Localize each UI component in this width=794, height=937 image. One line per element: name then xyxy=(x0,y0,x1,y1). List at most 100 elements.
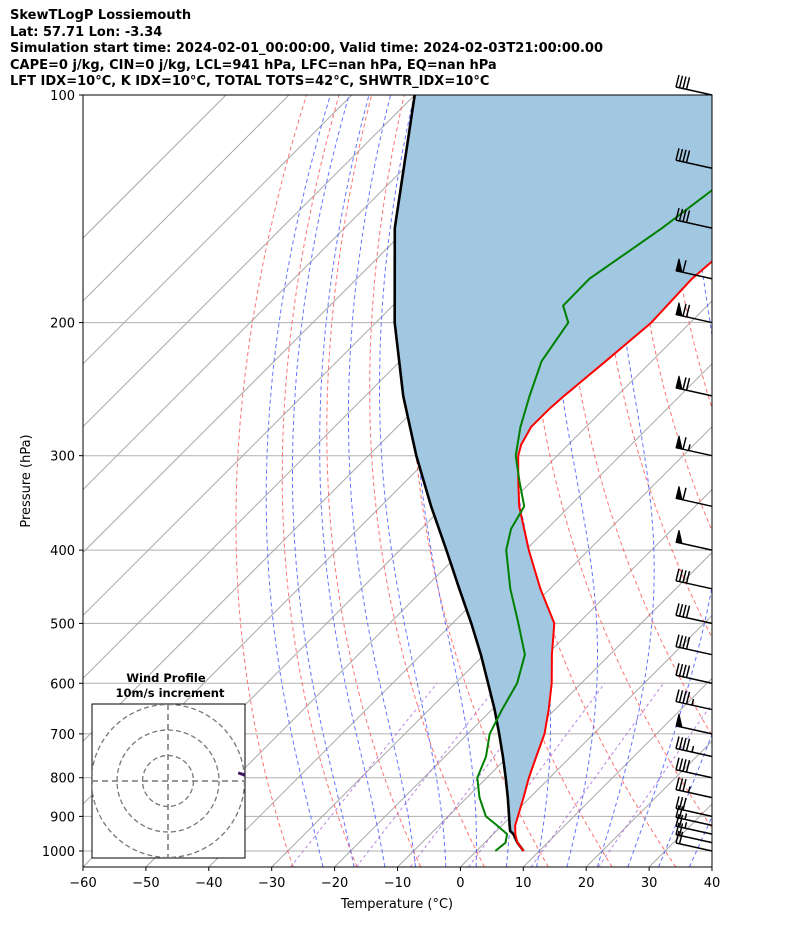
temperature-line xyxy=(514,260,712,852)
wind-barb xyxy=(675,530,713,551)
wind-barb xyxy=(675,486,713,508)
x-tick-label: −20 xyxy=(321,876,348,891)
wind-barb xyxy=(675,796,713,818)
wind-barb xyxy=(675,74,713,96)
x-tick-label: 40 xyxy=(704,876,721,891)
mixing-ratio-line xyxy=(597,702,712,867)
x-tick-label: −10 xyxy=(384,876,411,891)
x-axis-label: Temperature (°C) xyxy=(340,897,453,912)
dry-adiabat xyxy=(730,95,794,867)
hodograph-segment xyxy=(254,778,258,780)
wind-barb xyxy=(675,634,713,656)
hodograph-segment xyxy=(254,781,258,782)
isotherm-line xyxy=(83,95,290,302)
cape-cin-shading xyxy=(394,95,712,851)
hodograph-segment xyxy=(254,781,262,783)
hodograph-segment xyxy=(247,776,251,777)
wind-barb xyxy=(675,603,713,625)
wind-barb xyxy=(675,663,713,684)
moist-adiabat xyxy=(548,95,598,867)
dry-adiabat xyxy=(326,95,422,867)
isotherm-line xyxy=(711,866,712,867)
isotherm-line xyxy=(145,300,712,867)
wind-barb xyxy=(675,822,713,844)
x-tick-label: −50 xyxy=(132,876,159,891)
wind-barb xyxy=(675,830,713,852)
hodograph-segment xyxy=(254,782,269,785)
wind-barb xyxy=(675,757,713,779)
wind-barb xyxy=(675,435,713,457)
x-tick-label: −60 xyxy=(69,876,96,891)
isotherm-line xyxy=(208,363,712,867)
x-tick-label: 0 xyxy=(456,876,464,891)
wind-barb xyxy=(675,207,713,229)
mixing-ratio-line xyxy=(530,683,664,867)
dewpoint-line xyxy=(476,188,712,852)
moist-adiabat xyxy=(292,95,355,867)
y-tick-label: 900 xyxy=(50,810,75,825)
mixing-ratio-line xyxy=(355,682,500,867)
x-tick-label: −40 xyxy=(195,876,222,891)
mixing-ratio-line xyxy=(468,682,606,867)
y-axis: 1000 900 800 700 600 500 400 300 200 100 xyxy=(42,89,83,860)
wind-barb xyxy=(675,736,713,758)
x-tick-label: 20 xyxy=(578,876,595,891)
isotherm-line xyxy=(83,95,416,428)
hodograph-segment xyxy=(239,771,243,776)
inset-title: Wind Profile xyxy=(126,671,206,685)
hodograph-segment xyxy=(258,780,262,782)
isotherm-line xyxy=(522,677,712,867)
hodograph-segment xyxy=(258,782,262,783)
wind-barb xyxy=(675,805,713,827)
wind-barb xyxy=(675,302,713,324)
isotherm-line xyxy=(271,425,712,867)
dry-adiabat xyxy=(526,95,712,829)
hodograph-ring xyxy=(116,729,220,833)
parcel-profile-line xyxy=(393,95,525,852)
y-tick-label: 500 xyxy=(50,617,75,632)
header: SkewTLogP Lossiemouth Lat: 57.71 Lon: -3… xyxy=(10,8,603,91)
y-tick-label: 300 xyxy=(50,450,75,465)
y-tick-label: 400 xyxy=(50,544,75,559)
x-tick-label: 30 xyxy=(641,876,658,891)
inset-subtitle: 10m/s increment xyxy=(116,686,225,700)
stability-indices-1: CAPE=0 j/kg, CIN=0 j/kg, LCL=941 hPa, LF… xyxy=(10,57,497,73)
y-tick-label: 600 xyxy=(50,677,75,692)
dry-adiabat xyxy=(235,95,307,867)
x-axis: −60 −50 −40 −30 −20 −10 0 10 20 30 40 xyxy=(69,867,720,891)
y-tick-label: 200 xyxy=(50,317,75,332)
moist-adiabat xyxy=(596,95,655,867)
dry-adiabat xyxy=(281,95,358,867)
y-axis-label: Pressure (hPa) xyxy=(19,434,34,527)
stability-indices-2: LFT IDX=10°C, K IDX=10°C, TOTAL TOTS=42°… xyxy=(10,74,490,89)
wind-barb xyxy=(675,813,713,835)
hodograph-segment xyxy=(269,785,277,786)
isotherm-line xyxy=(83,95,353,365)
wind-barb xyxy=(675,777,713,799)
wind-barbs xyxy=(675,74,713,852)
isotherm-line xyxy=(83,95,227,239)
x-tick-label: 10 xyxy=(515,876,532,891)
wind-barb xyxy=(675,375,713,397)
dry-adiabat xyxy=(631,95,712,532)
grid-lines xyxy=(83,95,794,867)
hodograph-segment xyxy=(241,772,245,777)
isotherm-line xyxy=(83,95,478,491)
hodograph-segment xyxy=(269,787,273,788)
wind-barb xyxy=(675,568,713,590)
wind-barb xyxy=(675,713,713,735)
wind-barb xyxy=(675,689,713,711)
parcel-temperature-shading xyxy=(394,95,712,851)
y-tick-label: 800 xyxy=(50,772,75,787)
station-title: SkewTLogP Lossiemouth xyxy=(10,8,192,23)
x-tick-label: −30 xyxy=(258,876,285,891)
wind-barb xyxy=(675,148,713,169)
y-tick-label: 100 xyxy=(50,89,75,104)
simulation-times: Simulation start time: 2024-02-01_00:00:… xyxy=(10,41,603,56)
y-tick-label: 700 xyxy=(50,728,75,743)
isotherm-line xyxy=(460,614,712,867)
wind-profile-inset: Wind Profile 10m/s increment xyxy=(91,671,277,859)
dry-adiabat xyxy=(763,95,794,867)
hodograph-segment xyxy=(273,788,277,789)
